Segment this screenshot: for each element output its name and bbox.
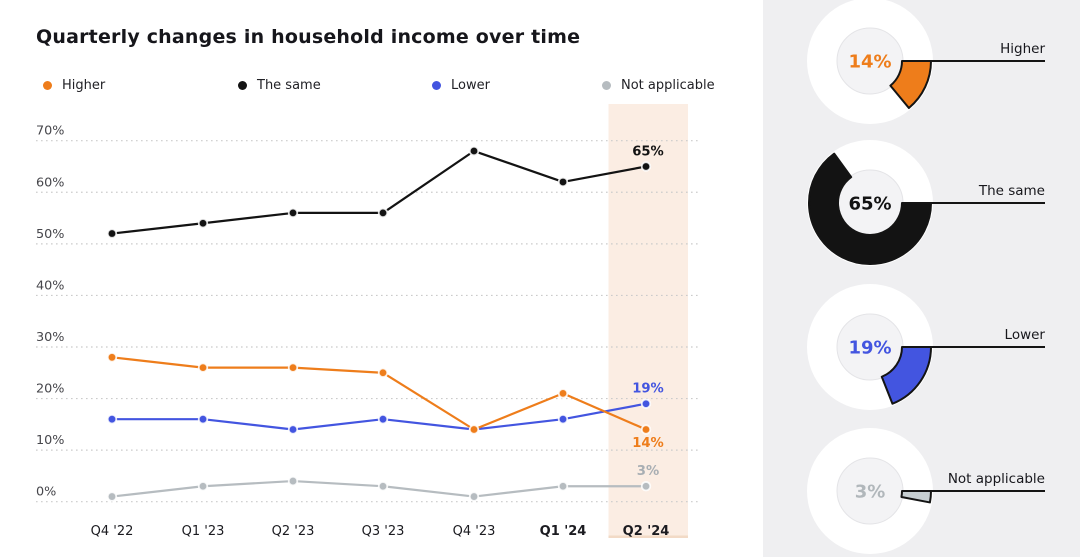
donut-label-lower: Lower [1005, 327, 1046, 343]
legend-dot-icon [432, 80, 441, 90]
x-axis-label-q4-22: Q4 '22 [91, 524, 134, 539]
donut-value-not-applicable: 3% [855, 482, 886, 503]
donut-value-higher: 14% [848, 52, 891, 73]
data-point-higher [197, 362, 209, 373]
x-axis-label-q1-24: Q1 '24 [540, 524, 587, 539]
data-point-not-applicable [377, 481, 389, 492]
legend-item-the-same[interactable]: The same [238, 76, 321, 94]
donut-label-the-same: The same [978, 183, 1045, 199]
end-value-label-the-same: 65% [632, 144, 664, 159]
data-point-not-applicable [557, 481, 569, 492]
data-point-not-applicable [640, 481, 652, 492]
y-axis-tick-label: 0% [36, 485, 56, 500]
data-point-the-same [468, 145, 480, 157]
data-point-higher [468, 424, 480, 435]
data-point-lower [287, 424, 299, 435]
data-point-higher [106, 352, 118, 363]
data-point-higher [557, 388, 569, 399]
y-axis-tick-label: 30% [36, 330, 64, 345]
data-point-higher [377, 367, 389, 378]
chart-legend: Higher The same Lower Not applicable [0, 76, 763, 94]
legend-label: Lower [451, 77, 490, 93]
donut-label-not-applicable: Not applicable [948, 471, 1045, 487]
y-axis-tick-label: 70% [36, 124, 64, 139]
highlight-band [608, 104, 688, 538]
data-point-not-applicable [106, 491, 118, 502]
donut-wedge-higher [889, 60, 932, 110]
data-point-not-applicable [468, 491, 480, 502]
data-point-higher [287, 362, 299, 373]
end-value-label-lower: 19% [632, 382, 664, 397]
highlight-band-edge [608, 535, 688, 538]
legend-item-lower[interactable]: Lower [432, 76, 490, 94]
data-point-lower [377, 413, 389, 425]
chart-title: Quarterly changes in household income ov… [36, 26, 581, 48]
line-chart: 70% 60% 50% 40% 30% 20% 10% 0% Q4 '22 Q1 '23 Q2 '2… [36, 104, 700, 539]
legend-dot-icon [238, 80, 247, 90]
data-point-the-same [557, 176, 569, 188]
legend-dot-icon [602, 80, 611, 90]
data-point-lower [557, 413, 569, 425]
donut-wedge-the-same [808, 152, 932, 265]
donut-panel: 14% Higher 65% The same 19% Lower 3% Not applic… [763, 0, 1080, 557]
legend-dot-icon [43, 80, 52, 90]
end-value-label-not-applicable: 3% [637, 464, 659, 479]
data-point-lower [197, 413, 209, 425]
data-point-the-same [287, 207, 299, 219]
data-point-the-same [197, 218, 209, 229]
line-chart-section: Quarterly changes in household income ov… [0, 26, 763, 539]
donut-value-lower: 19% [848, 338, 891, 359]
end-value-label-higher: 14% [632, 436, 664, 451]
legend-label: Higher [62, 77, 106, 93]
donut-wedge-not-applicable [900, 490, 932, 504]
x-axis-label-q1-23: Q1 '23 [182, 524, 225, 539]
y-axis-tick-label: 40% [36, 278, 64, 293]
y-axis-tick-label: 20% [36, 382, 64, 397]
data-point-higher [640, 424, 652, 435]
data-point-the-same [377, 207, 389, 219]
data-point-the-same [640, 161, 652, 172]
x-axis-label-q3-23: Q3 '23 [362, 524, 405, 539]
donut-charts: 14% Higher 65% The same 19% Lower 3% Not applic… [807, 0, 1046, 554]
legend-item-not-applicable[interactable]: Not applicable [602, 76, 715, 94]
y-axis-tick-label: 50% [36, 227, 64, 242]
x-axis-label-q2-23: Q2 '23 [272, 524, 315, 539]
donut-label-higher: Higher [1000, 41, 1045, 57]
data-point-not-applicable [197, 481, 209, 492]
donut-value-the-same: 65% [848, 194, 891, 215]
legend-label: The same [257, 77, 321, 93]
legend-item-higher[interactable]: Higher [43, 76, 105, 94]
data-point-lower [640, 398, 652, 409]
data-point-lower [106, 413, 118, 425]
donut-wedge-lower [880, 346, 932, 405]
data-point-not-applicable [287, 475, 299, 487]
y-axis-tick-label: 10% [36, 433, 64, 448]
x-axis-label-q2-24: Q2 '24 [623, 524, 670, 539]
x-axis-label-q4-23: Q4 '23 [453, 524, 496, 539]
legend-label: Not applicable [621, 77, 715, 93]
data-point-the-same [106, 228, 118, 239]
y-axis-tick-label: 60% [36, 175, 64, 190]
